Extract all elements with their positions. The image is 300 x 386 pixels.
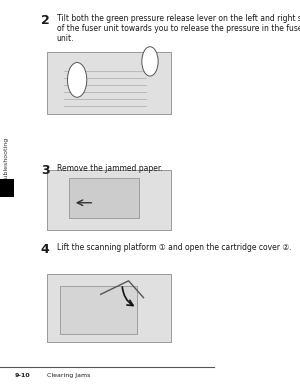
- FancyBboxPatch shape: [47, 170, 171, 230]
- Text: Troubleshooting: Troubleshooting: [4, 137, 8, 187]
- Text: Tilt both the green pressure release lever on the left and right side
of the fus: Tilt both the green pressure release lev…: [57, 14, 300, 43]
- Text: 2: 2: [41, 14, 50, 27]
- FancyBboxPatch shape: [47, 274, 171, 342]
- FancyBboxPatch shape: [60, 286, 137, 334]
- Text: Remove the jammed paper.: Remove the jammed paper.: [57, 164, 163, 173]
- Text: 9-10: 9-10: [15, 373, 31, 378]
- FancyBboxPatch shape: [69, 178, 139, 218]
- Text: Lift the scanning platform ① and open the cartridge cover ②.: Lift the scanning platform ① and open th…: [57, 243, 291, 252]
- FancyBboxPatch shape: [47, 52, 171, 114]
- Text: 9: 9: [4, 183, 10, 193]
- Circle shape: [68, 63, 87, 97]
- FancyBboxPatch shape: [0, 179, 14, 197]
- Circle shape: [142, 47, 158, 76]
- Text: 4: 4: [41, 243, 50, 256]
- Text: 3: 3: [41, 164, 49, 177]
- Text: Clearing Jams: Clearing Jams: [47, 373, 91, 378]
